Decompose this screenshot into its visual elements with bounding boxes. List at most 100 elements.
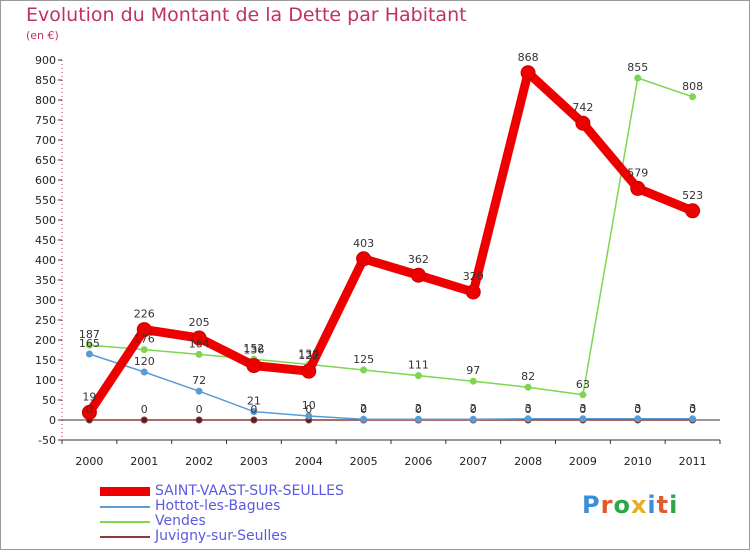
data-label-3: 0 — [305, 403, 312, 416]
series-point-0 — [465, 284, 481, 300]
legend-label-hottot: Hottot-les-Bagues — [155, 498, 281, 514]
data-label-3: 0 — [141, 403, 148, 416]
x-tick-label: 2006 — [404, 455, 432, 468]
y-tick-label: 650 — [35, 154, 56, 167]
data-label-1: 120 — [134, 355, 155, 368]
data-label-0: 523 — [682, 189, 703, 202]
data-label-1: 2 — [360, 402, 367, 415]
series-point-0 — [575, 115, 591, 131]
data-label-3: 0 — [86, 403, 93, 416]
series-point-3 — [140, 416, 148, 424]
data-label-0: 868 — [518, 51, 539, 64]
data-label-2: 187 — [79, 328, 100, 341]
y-tick-label: 450 — [35, 234, 56, 247]
y-tick-label: 550 — [35, 194, 56, 207]
y-tick-label: 500 — [35, 214, 56, 227]
data-label-1: 3 — [525, 402, 532, 415]
data-label-1: 21 — [247, 395, 261, 408]
series-point-1 — [140, 368, 148, 376]
data-label-2: 164 — [189, 337, 210, 350]
x-tick-label: 2009 — [569, 455, 597, 468]
series-point-2 — [524, 383, 532, 391]
series-point-1 — [414, 415, 422, 423]
series-point-0 — [520, 65, 536, 81]
series-point-3 — [250, 416, 258, 424]
y-tick-label: -50 — [38, 434, 56, 447]
x-tick-label: 2001 — [130, 455, 158, 468]
y-tick-label: 50 — [42, 394, 56, 407]
data-label-2: 97 — [466, 364, 480, 377]
data-label-1: 2 — [470, 402, 477, 415]
y-tick-label: 250 — [35, 314, 56, 327]
data-label-0: 579 — [627, 166, 648, 179]
logo-letter: r — [600, 491, 614, 519]
series-point-0 — [136, 322, 152, 338]
y-tick-label: 300 — [35, 294, 56, 307]
data-label-3: 0 — [525, 403, 532, 416]
series-point-2 — [195, 350, 203, 358]
x-tick-label: 2002 — [185, 455, 213, 468]
data-label-1: 3 — [634, 402, 641, 415]
series-point-0 — [81, 404, 97, 420]
data-label-2: 855 — [627, 61, 648, 74]
series-point-3 — [195, 416, 203, 424]
data-label-0: 320 — [463, 270, 484, 283]
legend-swatch-juvigny — [100, 536, 150, 538]
y-tick-label: 0 — [49, 414, 56, 427]
logo-letter: t — [656, 491, 670, 519]
y-tick-label: 350 — [35, 274, 56, 287]
data-label-0: 19 — [82, 390, 96, 403]
series-point-2 — [689, 93, 697, 101]
y-tick-label: 900 — [35, 54, 56, 67]
data-label-2: 111 — [408, 359, 429, 372]
logo-letter: i — [647, 491, 657, 519]
y-tick-label: 200 — [35, 334, 56, 347]
series-point-1 — [360, 415, 368, 423]
data-label-2: 152 — [243, 342, 264, 355]
data-label-3: 0 — [579, 403, 586, 416]
legend-label-vendes: Vendes — [155, 513, 206, 529]
series-line-0 — [84, 68, 698, 417]
data-label-3: 0 — [196, 403, 203, 416]
series-line-2 — [88, 77, 694, 396]
data-label-1: 3 — [579, 402, 586, 415]
x-tick-label: 2010 — [624, 455, 652, 468]
series-point-2 — [360, 366, 368, 374]
series-point-2 — [414, 372, 422, 380]
x-tick-label: 2008 — [514, 455, 542, 468]
data-label-1: 10 — [302, 399, 316, 412]
data-label-3: 0 — [360, 403, 367, 416]
series-point-2 — [85, 341, 93, 349]
x-tick-label: 2004 — [295, 455, 323, 468]
y-tick-label: 700 — [35, 134, 56, 147]
chart-title: Evolution du Montant de la Dette par Hab… — [26, 4, 467, 26]
data-label-0: 742 — [572, 101, 593, 114]
series-point-2 — [634, 74, 642, 82]
data-label-3: 0 — [415, 403, 422, 416]
y-tick-label: 400 — [35, 254, 56, 267]
data-label-1: 2 — [415, 402, 422, 415]
series-point-1 — [689, 415, 697, 423]
series-point-1 — [524, 415, 532, 423]
data-label-0: 403 — [353, 237, 374, 250]
data-label-2: 139 — [298, 347, 319, 360]
series-point-1 — [250, 408, 258, 416]
series-point-0 — [246, 358, 262, 374]
proxiti-logo: Proxiti — [582, 491, 678, 519]
x-tick-label: 2007 — [459, 455, 487, 468]
series-point-2 — [579, 391, 587, 399]
logo-letter: P — [582, 491, 601, 519]
data-label-1: 3 — [689, 402, 696, 415]
y-tick-label: 150 — [35, 354, 56, 367]
x-tick-label: 2011 — [679, 455, 707, 468]
series-point-1 — [305, 412, 313, 420]
series-point-0 — [410, 267, 426, 283]
chart-subtitle: (en €) — [26, 29, 59, 42]
series-point-1 — [195, 387, 203, 395]
legend-label-juvigny: Juvigny-sur-Seulles — [155, 528, 288, 544]
series-point-0 — [191, 330, 207, 346]
data-label-0: 362 — [408, 253, 429, 266]
data-label-1: 72 — [192, 374, 206, 387]
